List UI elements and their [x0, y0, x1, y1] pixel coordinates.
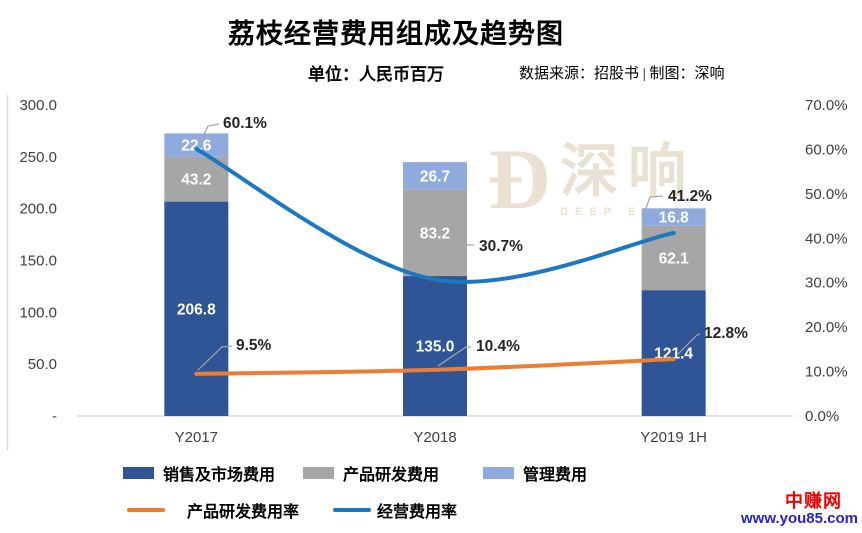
- legend-item-sales-marketing-expense: 销售及市场费用: [123, 461, 303, 485]
- legend-label-rd: 产品研发费用: [343, 467, 440, 484]
- bar-value-label: 22.6: [181, 138, 212, 155]
- callout-label: 12.8%: [704, 325, 748, 342]
- right-axis-tick: 10.0%: [805, 364, 848, 381]
- bar-value-label: 206.8: [177, 301, 216, 318]
- line-series-0: [194, 146, 676, 284]
- bar-value-label: 83.2: [420, 225, 450, 242]
- bar-value-label: 135.0: [416, 339, 455, 356]
- legend-item-rd-expense-rate: 产品研发费用率: [127, 498, 333, 522]
- chart-source-label: 数据来源：招股书 | 制图：深响: [519, 66, 725, 82]
- legend-item-opex-rate: 经营费用率: [333, 498, 457, 522]
- legend-label-sales: 销售及市场费用: [163, 467, 276, 484]
- line-series-1: [194, 357, 676, 376]
- bar-value-label: 16.8: [659, 210, 690, 227]
- callout-label: 41.2%: [668, 188, 712, 205]
- bar-segment-0-2: [641, 290, 706, 416]
- chart-title: 荔枝经营费用组成及趋势图: [228, 19, 564, 49]
- bar-value-label: 26.7: [420, 168, 450, 185]
- legend-bars: 销售及市场费用 产品研发费用 管理费用: [123, 461, 663, 485]
- right-axis-tick: 40.0%: [805, 230, 848, 247]
- right-axis-tick: 20.0%: [805, 319, 848, 336]
- site-watermark-url: www.you85.com: [741, 510, 858, 528]
- bar-segment-0-1: [403, 276, 467, 416]
- callout-leader: [644, 195, 664, 212]
- left-axis-tick: 50.0: [28, 356, 57, 373]
- left-axis-tick: 250.0: [19, 149, 57, 166]
- legend-swatch-admin: [483, 467, 514, 479]
- callout-leader: [454, 244, 474, 253]
- site-watermark-name: 中赚网: [785, 491, 842, 512]
- bar-value-label: 43.2: [181, 172, 211, 189]
- callout-leader: [676, 333, 701, 356]
- left-axis-tick: 100.0: [19, 304, 57, 321]
- bar-segment-1-2: [641, 225, 706, 291]
- x-axis-category-label: Y2017: [175, 429, 218, 446]
- callout-label: 10.4%: [476, 338, 520, 355]
- callout-label: 60.1%: [223, 115, 267, 132]
- right-axis-tick: 0.0%: [805, 408, 839, 425]
- callout-leader: [200, 123, 220, 142]
- legend-label-rd-rate: 产品研发费用率: [187, 504, 300, 521]
- bar-segment-2-1: [403, 162, 467, 190]
- bar-segment-2-0: [164, 133, 229, 157]
- deep-echo-logo-icon: Ð: [488, 131, 551, 227]
- right-axis-tick: 50.0%: [805, 186, 848, 203]
- callout-leader: [197, 345, 233, 371]
- bar-segment-2-2: [641, 208, 706, 226]
- legend-swatch-rd: [303, 467, 334, 479]
- legend-item-rd-expense: 产品研发费用: [303, 461, 483, 485]
- chart-unit-label: 单位：人民币百万: [308, 65, 444, 84]
- left-axis-tick: 300.0: [19, 97, 57, 114]
- x-axis-category-label: Y2019 1H: [640, 429, 707, 446]
- bar-segment-1-1: [403, 189, 467, 277]
- right-axis-tick: 70.0%: [805, 97, 848, 114]
- right-axis-tick: 60.0%: [805, 141, 848, 158]
- bar-segment-0-0: [164, 201, 229, 416]
- site-watermark: 中赚网 www.you85.com: [741, 492, 858, 527]
- legend-item-admin-expense: 管理费用: [483, 461, 663, 485]
- legend-swatch-opex-rate: [333, 508, 371, 512]
- legend-label-opex-rate: 经营费用率: [377, 504, 458, 521]
- legend-swatch-rd-rate: [127, 508, 165, 512]
- callout-label: 9.5%: [236, 337, 272, 354]
- left-axis-tick: 150.0: [19, 253, 57, 270]
- legend-label-admin: 管理费用: [523, 467, 588, 484]
- x-axis-category-label: Y2018: [413, 429, 456, 446]
- left-axis-tick: -: [52, 408, 57, 425]
- legend-swatch-sales: [123, 467, 154, 479]
- callout-leader: [437, 346, 471, 367]
- right-axis-tick: 30.0%: [805, 275, 848, 292]
- left-axis-tick: 200.0: [19, 201, 57, 218]
- legend-lines: 产品研发费用率 经营费用率: [127, 498, 457, 522]
- bar-value-label: 62.1: [659, 250, 690, 267]
- deep-echo-name-cn: 深响: [560, 139, 697, 204]
- callout-label: 30.7%: [479, 238, 523, 255]
